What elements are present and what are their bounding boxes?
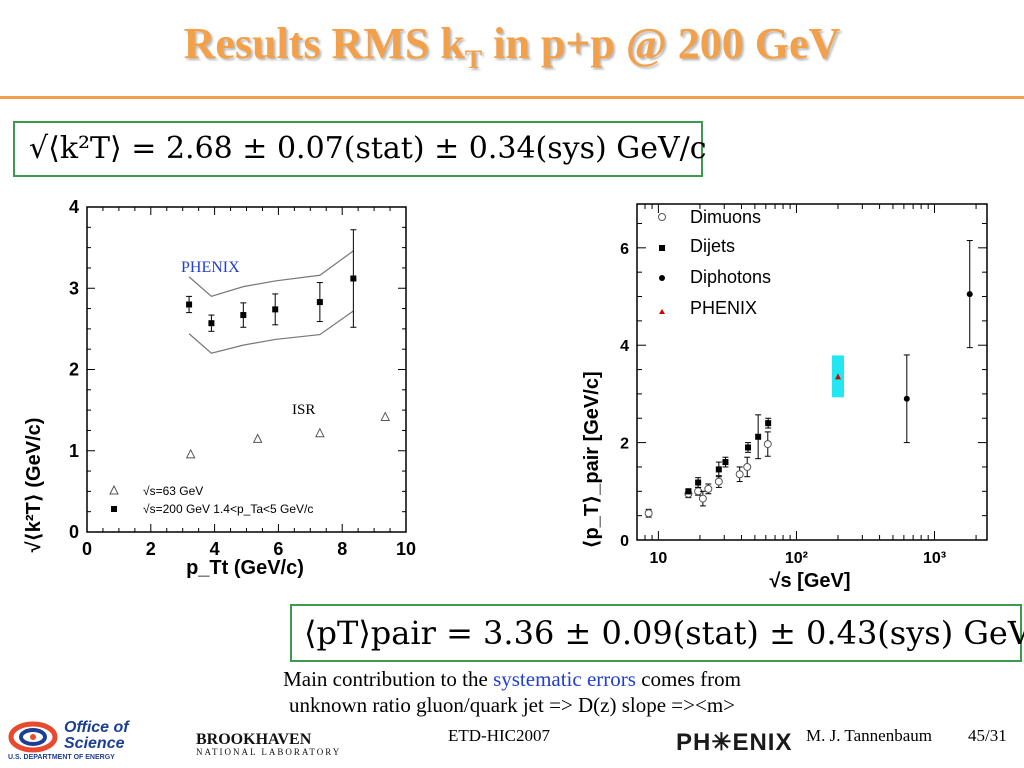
data-point-200gev [186,301,193,308]
data-point-dimuons [704,484,713,493]
legend-marker-dijets [659,245,665,251]
data-point-200gev [240,312,247,319]
data-point-63gev [185,448,196,459]
data-point-dijets [755,433,762,440]
x-tick-label: 10³ [923,550,946,567]
y-tick-label: 3 [69,278,79,298]
data-point-dimuons [763,440,772,449]
data-point-dijets [685,488,692,495]
legend-marker-200gev [111,506,117,512]
brookhaven-logo: BROOKHAVEN NATIONAL LABORATORY [196,731,341,757]
pt-pair-vs-sqrts-chart: 10 10² 10³ 0 2 4 6 √s [GeV] ⟨p_T⟩_pair [GeV/c]… [581,203,988,592]
bnl-main-text: BROOKHAVEN [196,731,312,748]
systematic-band-upper [188,250,354,298]
bnl-sub-text: NATIONAL LABORATORY [196,747,342,757]
x-axis-label: p_Tt (GeV/c) [186,557,304,579]
systematic-band-lower [188,310,354,354]
caption-line-2: unknown ratio gluon/quark jet => D(z) sl… [288,693,736,717]
data-point-200gev [208,320,215,327]
office-of-science-logo: Office of Science U.S. DEPARTMENT OF ENE… [8,720,148,764]
x-tick-label: 10 [396,539,416,559]
data-point-diphotons [966,291,973,298]
office-of-science-text: Office of Science [64,720,129,752]
data-point-dimuons [698,494,707,503]
legend-marker-dimuons [658,213,666,221]
caption-text-c: comes from [635,667,741,691]
data-point-63gev [315,427,325,438]
equation-rms-kt: √⟨k²T⟩ = 2.68 ± 0.07(stat) ± 0.34(sys) G… [13,121,707,177]
title-main: Results RMS k [183,19,465,68]
x-tick-label: 2 [146,539,156,559]
phenix-logo: PH✳ENIX [676,729,793,756]
data-point-dimuons [644,509,653,518]
doe-swirl-icon [8,721,58,753]
data-point-200gev [272,306,279,313]
legend-label-dimuons: Dimuons [690,207,761,227]
x-tick-label: 0 [82,539,92,559]
data-point-dimuons [714,477,723,486]
title-rest: in p+p @ 200 GeV [482,19,841,68]
legend-label-200gev: √s=200 GeV 1.4<p_Ta<5 GeV/c [143,502,313,516]
legend-label-63gev: √s=63 GeV [143,484,203,498]
data-point-dijets [695,479,702,486]
kt-vs-ptt-chart: 0 2 4 6 8 10 0 1 2 3 4 PHENIX ISR p_Tt (GeV/c) √⟨k… [23,197,416,579]
legend-marker-phenix [659,309,665,314]
title-underline [0,96,1024,99]
footer-page-number: 45/31 [968,726,1007,745]
legend: Dimuons Dijets Diphotons PHENIX [658,207,771,318]
data-point-dimuons [735,470,744,479]
data-point-dijets [745,444,752,451]
legend-label-dijets: Dijets [690,236,735,256]
legend-marker-63gev [109,484,119,495]
office-line-2: Science [64,735,125,752]
y-axis-label: ⟨p_T⟩_pair [GeV/c] [581,371,603,548]
data-point-phenix [835,373,842,380]
plot-frame [636,203,988,541]
caption: Main contribution to the systematic erro… [0,666,1024,718]
plot-frame [86,206,407,533]
y-tick-label: 4 [69,197,79,217]
caption-line-1: Main contribution to the systematic erro… [0,666,1024,692]
title-subscript: T [464,44,483,74]
office-line-1: Office of [64,719,129,736]
x-axis-label: √s [GeV] [770,570,851,592]
slide-title: Results RMS kT in p+p @ 200 GeV [0,18,1024,75]
legend-marker-diphotons [659,275,665,281]
equation-rms-kt-text: √⟨k²T⟩ = 2.68 ± 0.07(stat) ± 0.34(sys) G… [29,131,707,166]
data-point-dijets [765,420,772,427]
annotation-isr: ISR [292,402,315,418]
data-point-63gev [380,411,391,421]
caption-text-a: Main contribution to the [283,667,494,691]
data-point-200gev [316,299,323,306]
y-tick-label: 2 [620,436,629,453]
data-point-63gev [252,433,263,443]
data-point-dijets [715,466,722,473]
data-point-200gev [350,275,357,282]
y-tick-label: 6 [620,241,629,258]
x-tick-label: 6 [273,539,283,559]
x-tick-label: 10 [649,550,667,567]
y-tick-label: 4 [620,338,629,355]
footer-conference: ETD-HIC2007 [448,726,550,745]
x-tick-label: 8 [337,539,347,559]
x-tick-label: 10² [785,550,808,567]
footer-author: M. J. Tannenbaum [806,726,932,745]
y-axis-label: √⟨k²T⟩ (GeV/c) [23,418,45,553]
legend-label-diphotons: Diphotons [690,267,771,287]
y-tick-label: 0 [69,522,79,542]
data-point-dijets [722,459,729,466]
office-sub-text: U.S. DEPARTMENT OF ENERGY [8,754,115,761]
caption-highlight: systematic errors [493,667,636,691]
equation-pt-pair-text: ⟨pT⟩pair = 3.36 ± 0.09(stat) ± 0.43(sys)… [304,614,1024,652]
data-point-dimuons [743,462,752,471]
x-tick-label: 4 [210,539,220,559]
y-tick-label: 1 [69,441,79,461]
legend: √s=63 GeV √s=200 GeV 1.4<p_Ta<5 GeV/c [109,484,313,516]
y-tick-label: 0 [620,533,629,550]
equation-pt-pair: ⟨pT⟩pair = 3.36 ± 0.09(stat) ± 0.43(sys)… [290,604,1024,662]
annotation-phenix: PHENIX [181,259,240,276]
legend-label-phenix: PHENIX [690,298,757,318]
y-tick-label: 2 [69,360,79,380]
data-point-diphotons [903,395,910,402]
